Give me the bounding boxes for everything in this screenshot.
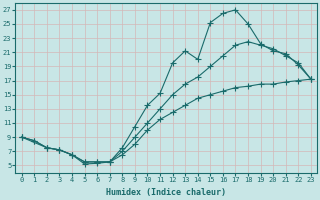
- X-axis label: Humidex (Indice chaleur): Humidex (Indice chaleur): [106, 188, 226, 197]
